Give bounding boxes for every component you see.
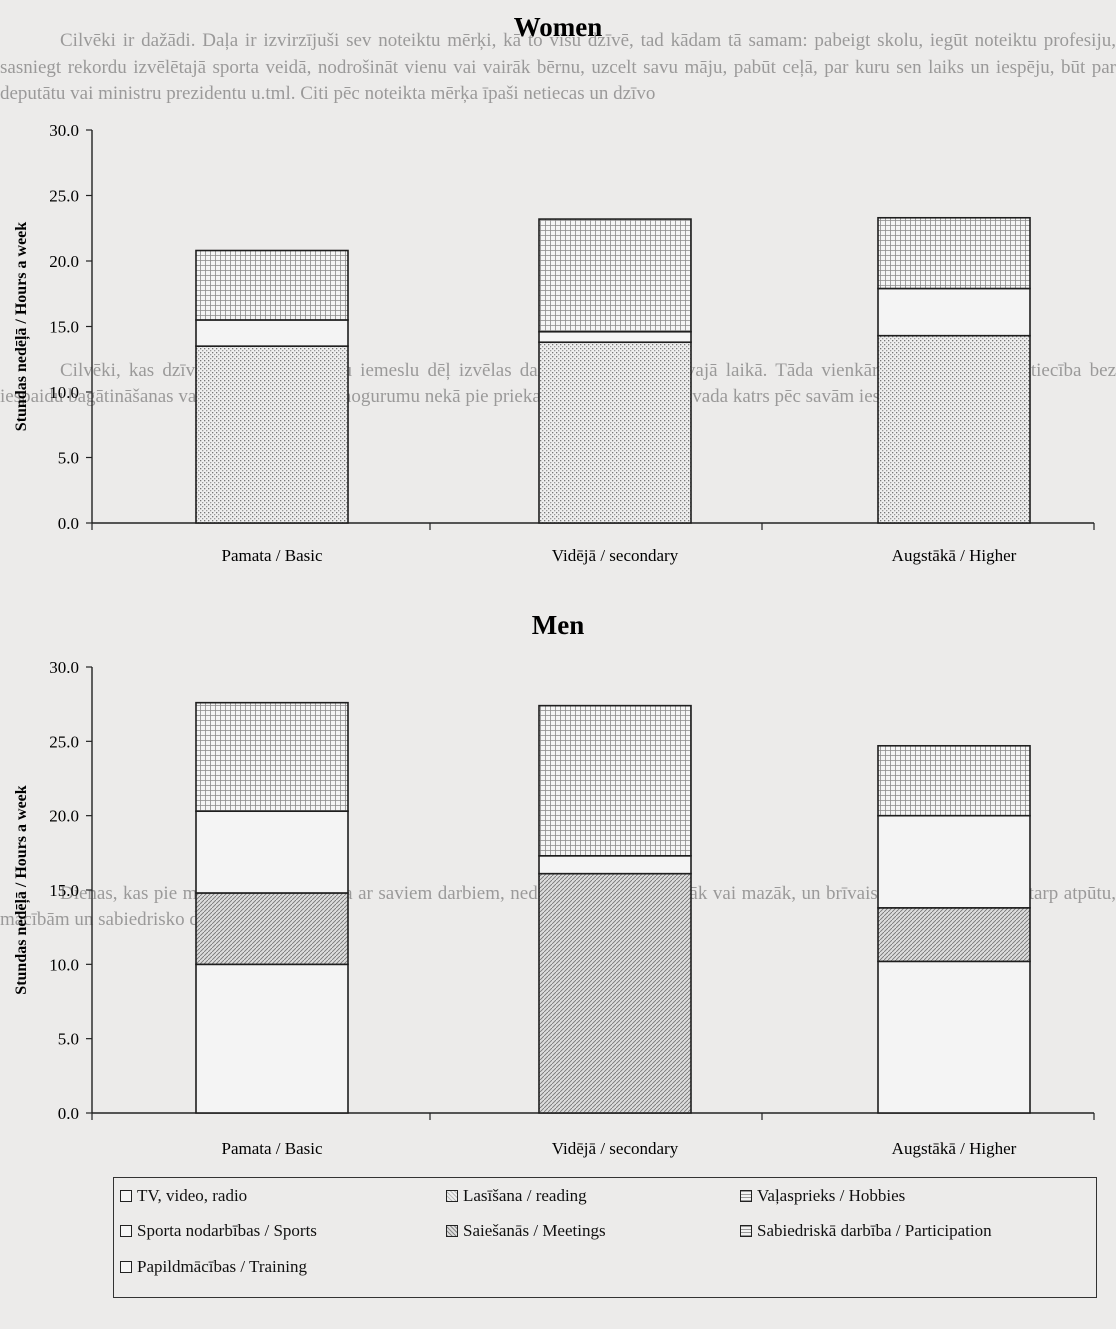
y-axis-label: Stundas nedēļā / Hours a week <box>13 785 31 994</box>
charts-canvas: Women Stundas nedēļā / Hours a week 0.0 5.0… <box>13 12 1095 1158</box>
y-tick-label: 15.0 <box>49 318 79 337</box>
bar-segment <box>877 216 1031 290</box>
legend-swatch <box>120 1190 132 1202</box>
y-tick-label: 25.0 <box>49 732 79 751</box>
bar-segment <box>877 744 1031 817</box>
bar-segment <box>877 287 1031 337</box>
legend-label: Papildmācības / Training <box>137 1257 307 1276</box>
y-tick-label: 0.0 <box>58 514 79 533</box>
bar-segment <box>195 892 349 966</box>
y-tick-label: 25.0 <box>49 187 79 206</box>
category-label: Pamata / Basic <box>221 546 322 565</box>
chart-legend: TV, video, radio Lasīšana / reading Vaļasp… <box>113 1177 1097 1298</box>
category-label: Pamata / Basic <box>221 1139 322 1158</box>
chart-title: Men <box>532 610 584 640</box>
y-tick-label: 15.0 <box>49 881 79 900</box>
y-tick-label: 20.0 <box>49 252 79 271</box>
bar-segment <box>195 701 349 813</box>
legend-swatch <box>740 1225 752 1237</box>
legend-item: Lasīšana / reading <box>446 1186 587 1206</box>
bar-segment <box>877 334 1031 524</box>
bar-segment <box>195 810 349 894</box>
legend-swatch <box>446 1190 458 1202</box>
legend-label: TV, video, radio <box>137 1186 248 1205</box>
bar-segment <box>195 345 349 524</box>
legend-label: Vaļasprieks / Hobbies <box>757 1186 906 1205</box>
legend-item: TV, video, radio <box>120 1186 247 1206</box>
legend-label: Sporta nodarbības / Sports <box>137 1221 317 1240</box>
legend-swatch <box>446 1225 458 1237</box>
y-tick-label: 10.0 <box>49 955 79 974</box>
legend-swatch <box>120 1225 132 1237</box>
legend-swatch <box>120 1261 132 1273</box>
y-tick-label: 30.0 <box>49 658 79 677</box>
bar-segment <box>538 872 692 1114</box>
legend-item: Sporta nodarbības / Sports <box>120 1221 317 1241</box>
bar-segment <box>538 704 692 857</box>
chart-title: Women <box>514 12 603 42</box>
bar-segment <box>195 963 349 1114</box>
legend-label: Saiešanās / Meetings <box>463 1221 606 1240</box>
y-axis-label: Stundas nedēļā / Hours a week <box>13 222 31 431</box>
bar-segment <box>877 907 1031 963</box>
bar-segment <box>877 960 1031 1114</box>
legend-swatch <box>740 1190 752 1202</box>
women-chart: Women Stundas nedēļā / Hours a week 0.0 5.0… <box>13 12 1095 565</box>
category-label: Augstākā / Higher <box>892 546 1017 565</box>
legend-item: Sabiedriskā darbība / Participation <box>740 1221 992 1241</box>
bar-segment <box>538 855 692 875</box>
category-label: Vidējā / secondary <box>552 546 679 565</box>
men-chart: Men Stundas nedēļā / Hours a week 0.0 5.0 10… <box>13 610 1095 1158</box>
category-label: Augstākā / Higher <box>892 1139 1017 1158</box>
legend-item: Papildmācības / Training <box>120 1257 307 1277</box>
bar-segment <box>877 814 1031 909</box>
y-tick-label: 30.0 <box>49 121 79 140</box>
bar-segment <box>195 249 349 321</box>
bar-segment <box>538 341 692 524</box>
y-tick-label: 10.0 <box>49 383 79 402</box>
legend-item: Saiešanās / Meetings <box>446 1221 606 1241</box>
category-label: Vidējā / secondary <box>552 1139 679 1158</box>
bar-segment <box>538 218 692 333</box>
bar-segment <box>538 330 692 344</box>
y-tick-label: 5.0 <box>58 449 79 468</box>
legend-label: Lasīšana / reading <box>463 1186 587 1205</box>
y-tick-label: 20.0 <box>49 807 79 826</box>
legend-item: Vaļasprieks / Hobbies <box>740 1186 905 1206</box>
bar-segment <box>195 319 349 347</box>
legend-label: Sabiedriskā darbība / Participation <box>757 1221 992 1240</box>
y-tick-label: 0.0 <box>58 1104 79 1123</box>
y-tick-label: 5.0 <box>58 1030 79 1049</box>
